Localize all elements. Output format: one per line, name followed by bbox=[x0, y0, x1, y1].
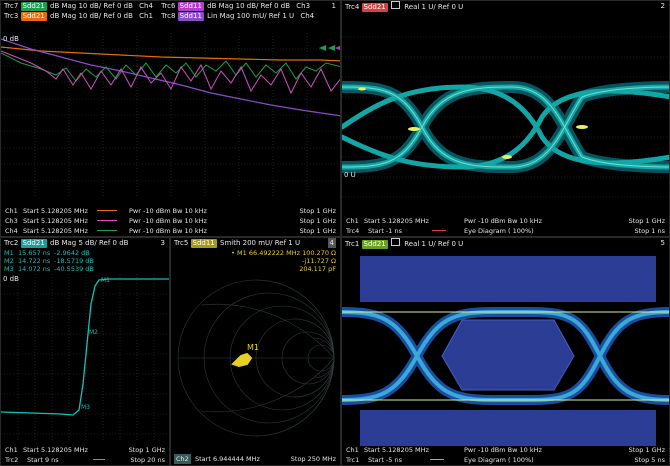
trace-format: dB Mag 10 dB/ Ref 0 dB bbox=[50, 2, 133, 10]
measurement-tag[interactable]: Sdd21 bbox=[20, 2, 47, 11]
eye-icon bbox=[391, 1, 400, 9]
measurement-tag[interactable]: Sdd21 bbox=[20, 12, 47, 21]
ref-level: 0 dB bbox=[3, 35, 19, 43]
eye-mask-upper bbox=[360, 256, 656, 302]
trace-format: dB Mag 5 dB/ Ref 0 dB bbox=[50, 239, 129, 247]
eye-diagram-2[interactable]: 0 U bbox=[342, 17, 670, 209]
trace-trc3 bbox=[1, 46, 340, 62]
marker-row: M1 15.657 ns -2.9642 dB bbox=[4, 249, 90, 257]
trace-header-2: Trc4 Sdd21 Real 1 U/ Ref 0 U 2 bbox=[342, 1, 669, 12]
trace-name[interactable]: Trc1 bbox=[345, 240, 360, 248]
diagram-number: 1 bbox=[331, 2, 336, 10]
eye-mask-lower bbox=[360, 410, 656, 446]
diagram-number: 4 bbox=[327, 238, 336, 248]
marker-tag[interactable]: M3 bbox=[81, 404, 90, 411]
trace-trc8 bbox=[1, 38, 340, 117]
channel-footer-2: Ch1 Start 5.128205 MHz Pwr -10 dBm Bw 10 k… bbox=[346, 217, 665, 235]
trace-trc6 bbox=[1, 50, 340, 95]
trace-format: dB Mag 10 dB/ Ref 0 dB bbox=[50, 12, 133, 20]
measurement-tag[interactable]: Sdd21 bbox=[361, 3, 388, 12]
trace-name[interactable]: Trc3 bbox=[4, 12, 19, 20]
trace-plot-1[interactable]: 0 dB bbox=[1, 33, 341, 197]
trace-header-5: Trc1 Sdd21 Real 1 U/ Ref 0 U 5 bbox=[342, 238, 669, 249]
measurement-tag[interactable]: Sdd11 bbox=[177, 12, 204, 21]
channel-label: Ch3 bbox=[296, 2, 311, 10]
trace-format: dB Mag 10 dB/ Ref 0 dB bbox=[207, 2, 291, 10]
trace-format: Lin Mag 100 mU/ Ref 1 U bbox=[207, 12, 295, 20]
marker-info: • M1 66.492222 MHz 100.270 Ω -j11.727 Ω … bbox=[231, 249, 336, 273]
trace-header-4: Trc5 Sdd11 Smith 200 mU/ Ref 1 U 4 bbox=[171, 238, 340, 248]
smith-chart[interactable]: M1 bbox=[171, 250, 341, 450]
trace-name[interactable]: Trc6 bbox=[161, 2, 176, 10]
trace-trc2 bbox=[1, 278, 169, 416]
eye-diagram-5[interactable] bbox=[342, 250, 670, 446]
trace-format: Real 1 U/ Ref 0 U bbox=[404, 3, 464, 11]
channel-label: Ch4 bbox=[139, 2, 153, 10]
diagram-3[interactable]: Trc2 Sdd21 dB Mag 5 dB/ Ref 0 dB 3 M1 15.… bbox=[0, 237, 170, 466]
channel-label: Ch1 bbox=[139, 12, 153, 20]
channel-footer-3: Ch1 Start 5.128205 MHz Stop 1 GHz Trc2 Star… bbox=[5, 446, 165, 464]
trace-name[interactable]: Trc8 bbox=[161, 12, 176, 20]
marker-tag[interactable]: M1 bbox=[101, 277, 110, 284]
diagram-number: 5 bbox=[660, 239, 665, 247]
measurement-tag[interactable]: Sdd21 bbox=[361, 240, 388, 249]
marker-row: M2 14.722 ns -18.5719 dB bbox=[4, 257, 94, 265]
channel-label: Ch4 bbox=[300, 12, 315, 20]
diagram-1[interactable]: Trc7 Sdd21 dB Mag 10 dB/ Ref 0 dB Ch4 Tr… bbox=[0, 0, 341, 237]
diagram-number: 3 bbox=[160, 239, 165, 247]
marker-tag[interactable]: M2 bbox=[89, 329, 98, 336]
measurement-tag[interactable]: Sdd11 bbox=[177, 2, 204, 11]
trace-name[interactable]: Trc7 bbox=[4, 2, 19, 10]
diagram-5[interactable]: Trc1 Sdd21 Real 1 U/ Ref 0 U 5 Ch1 Start bbox=[341, 237, 670, 466]
measurement-tag[interactable]: Sdd21 bbox=[20, 239, 47, 248]
trace-plot-3[interactable]: 0 dB M3 M2 M1 bbox=[1, 274, 170, 442]
channel-footer-4: Ch2 Start 6.944444 MHz Stop 250 MHz bbox=[174, 454, 336, 464]
diagram-2[interactable]: Trc4 Sdd21 Real 1 U/ Ref 0 U 2 bbox=[341, 0, 670, 237]
eye-icon bbox=[391, 238, 400, 246]
marker-tag[interactable]: M1 bbox=[247, 343, 259, 352]
trace-header-3: Trc2 Sdd21 dB Mag 5 dB/ Ref 0 dB 3 bbox=[1, 238, 169, 248]
eye-mask-center bbox=[441, 319, 575, 391]
diagram-number: 2 bbox=[660, 2, 665, 10]
trace-format: Real 1 U/ Ref 0 U bbox=[404, 240, 464, 248]
trace-name[interactable]: Trc4 bbox=[345, 3, 360, 11]
channel-footer-5: Ch1 Start 5.128205 MHz Pwr -10 dBm Bw 10 k… bbox=[346, 446, 665, 464]
trace-name[interactable]: Trc5 bbox=[174, 239, 189, 247]
trace-format: Smith 200 mU/ Ref 1 U bbox=[220, 239, 301, 247]
trace-header-1: Trc7 Sdd21 dB Mag 10 dB/ Ref 0 dB Ch4 Tr… bbox=[1, 1, 340, 21]
ref-level: 0 dB bbox=[3, 275, 19, 283]
measurement-tag[interactable]: Sdd11 bbox=[190, 239, 217, 248]
trace-name[interactable]: Trc2 bbox=[4, 239, 19, 247]
ref-level: 0 U bbox=[344, 171, 356, 179]
channel-footer-1: Ch1 Start 5.128205 MHz Pwr -10 dBm Bw 10 k… bbox=[5, 207, 336, 235]
marker-row: M3 14.072 ns -40.5539 dB bbox=[4, 265, 94, 273]
diagram-4[interactable]: Trc5 Sdd11 Smith 200 mU/ Ref 1 U 4 • M1 … bbox=[170, 237, 341, 466]
marker-info: M1 15.657 ns -2.9642 dB M2 14.722 ns -18.571… bbox=[4, 249, 94, 273]
trace-trc5 bbox=[231, 352, 253, 368]
